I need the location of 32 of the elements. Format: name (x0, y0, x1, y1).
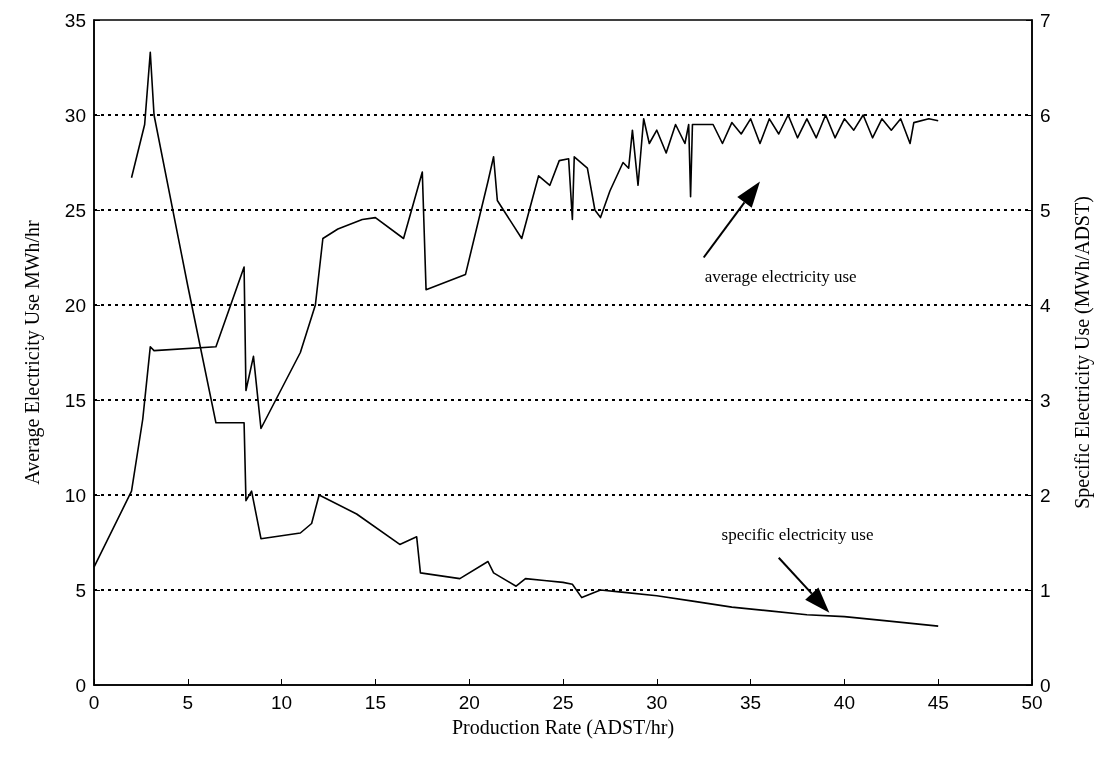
y2-axis-title: Specific Electricity Use (MWh/ADST) (1071, 196, 1094, 509)
y2-tick-label: 0 (1040, 674, 1051, 696)
x-tick-label: 10 (271, 692, 293, 713)
x-tick-label: 0 (88, 692, 100, 713)
x-tick-label: 50 (1021, 692, 1043, 713)
y2-tick-label: 4 (1040, 294, 1051, 316)
x-tick-label: 40 (833, 692, 855, 713)
y-axis-title: Average Electricity Use MWh/hr (21, 219, 44, 485)
y-tick-label: 30 (64, 104, 86, 126)
x-tick-label: 35 (740, 692, 762, 713)
y-tick-label: 35 (64, 9, 86, 31)
y-tick-label: 5 (75, 579, 86, 601)
y-tick-label: 10 (64, 484, 86, 506)
y2-tick-label: 5 (1040, 199, 1051, 221)
x-tick-label: 25 (552, 692, 574, 713)
y2-tick-label: 2 (1040, 484, 1051, 506)
y-tick-label: 20 (64, 294, 86, 316)
x-tick-label: 20 (458, 692, 480, 713)
y-tick-label: 0 (75, 674, 86, 696)
x-tick-label: 15 (364, 692, 386, 713)
annotation: average electricity use (704, 267, 857, 286)
y2-tick-label: 1 (1040, 579, 1051, 601)
x-axis-title: Production Rate (ADST/hr) (451, 715, 675, 739)
annotation: specific electricity use (721, 525, 874, 545)
y2-tick-label: 3 (1040, 389, 1051, 411)
y-tick-label: 25 (64, 199, 86, 221)
y2-tick-label: 6 (1040, 104, 1051, 126)
y-tick-label: 15 (64, 389, 86, 411)
x-tick-label: 30 (646, 692, 668, 713)
y2-tick-label: 7 (1040, 9, 1051, 31)
x-tick-label: 45 (927, 692, 949, 713)
x-tick-label: 5 (182, 692, 194, 713)
